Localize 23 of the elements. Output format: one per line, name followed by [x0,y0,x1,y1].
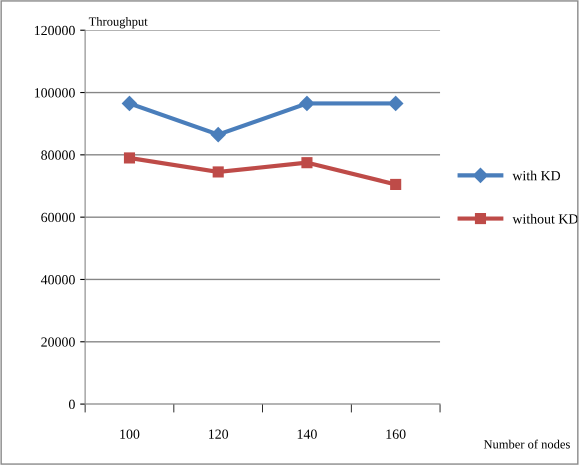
y-axis-title: Throughput [88,16,148,28]
y-tick-label: 60000 [41,212,75,222]
point [212,166,224,178]
y-tick-label: 20000 [41,337,75,347]
point [124,152,136,164]
point [390,178,402,190]
x-tick-label: 120 [209,429,228,439]
y-tick-label: 120000 [34,26,75,36]
legend-label: without KD [512,214,578,224]
point [210,127,226,142]
y-tick-label: 40000 [40,275,75,284]
point [301,157,312,168]
y-tick-label: 100000 [34,88,75,98]
x-tick-label: 160 [386,429,406,439]
x-tick-label: 140 [298,429,317,439]
point [299,96,315,112]
y-tick-label: 0 [68,400,75,410]
legend-label: with KD [512,170,560,180]
x-axis-title: Number of nodes [484,440,570,449]
point [388,96,404,112]
y-tick-label: 80000 [41,150,75,160]
point [122,96,138,112]
x-tick-label: 100 [120,429,140,439]
